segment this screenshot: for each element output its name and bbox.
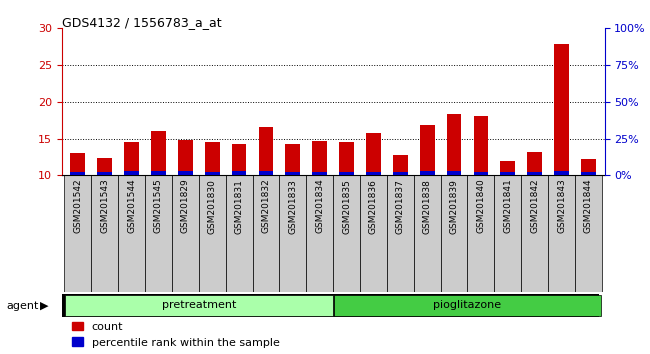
Bar	[420, 125, 435, 175]
Text: pretreatment: pretreatment	[162, 300, 236, 310]
Text: GSM201544: GSM201544	[127, 179, 136, 233]
FancyBboxPatch shape	[467, 175, 495, 292]
Text: GSM201835: GSM201835	[342, 179, 351, 234]
Bar	[312, 142, 327, 175]
FancyBboxPatch shape	[199, 175, 226, 292]
FancyBboxPatch shape	[65, 295, 333, 316]
Bar	[366, 172, 381, 175]
FancyBboxPatch shape	[252, 175, 280, 292]
Bar	[178, 171, 193, 175]
FancyBboxPatch shape	[172, 175, 199, 292]
Text: GSM201836: GSM201836	[369, 179, 378, 234]
Bar	[581, 159, 596, 175]
Bar	[151, 131, 166, 175]
Text: GSM201833: GSM201833	[289, 179, 297, 234]
Bar	[447, 171, 461, 175]
Bar	[393, 155, 408, 175]
Bar	[339, 142, 354, 175]
Text: GSM201542: GSM201542	[73, 179, 83, 233]
FancyBboxPatch shape	[441, 175, 467, 292]
Bar	[285, 172, 300, 175]
Bar	[554, 45, 569, 175]
Bar	[581, 172, 596, 175]
Text: GSM201829: GSM201829	[181, 179, 190, 234]
Text: GSM201832: GSM201832	[261, 179, 270, 234]
Bar	[70, 172, 85, 175]
Bar	[473, 116, 488, 175]
FancyBboxPatch shape	[387, 175, 414, 292]
Bar	[259, 127, 274, 175]
Bar	[420, 171, 435, 175]
Bar	[231, 144, 246, 175]
Bar	[231, 171, 246, 175]
FancyBboxPatch shape	[495, 175, 521, 292]
Text: GSM201545: GSM201545	[154, 179, 163, 234]
Bar	[151, 171, 166, 175]
Text: GDS4132 / 1556783_a_at: GDS4132 / 1556783_a_at	[62, 16, 222, 29]
Text: ▶: ▶	[40, 301, 49, 310]
Bar	[312, 172, 327, 175]
Bar	[527, 152, 542, 175]
FancyBboxPatch shape	[521, 175, 548, 292]
Bar	[205, 142, 220, 175]
Bar	[124, 171, 139, 175]
Text: GSM201842: GSM201842	[530, 179, 539, 233]
Text: GSM201840: GSM201840	[476, 179, 486, 234]
Text: GSM201838: GSM201838	[422, 179, 432, 234]
Bar	[178, 140, 193, 175]
Legend: count, percentile rank within the sample: count, percentile rank within the sample	[68, 317, 284, 352]
Text: agent: agent	[6, 301, 39, 310]
FancyBboxPatch shape	[62, 294, 599, 317]
Bar	[205, 172, 220, 175]
FancyBboxPatch shape	[226, 175, 252, 292]
FancyBboxPatch shape	[280, 175, 306, 292]
FancyBboxPatch shape	[548, 175, 575, 292]
Bar	[473, 172, 488, 175]
Text: GSM201844: GSM201844	[584, 179, 593, 233]
Bar	[124, 142, 139, 175]
Bar	[500, 172, 515, 175]
Bar	[500, 161, 515, 175]
FancyBboxPatch shape	[64, 175, 91, 292]
FancyBboxPatch shape	[360, 175, 387, 292]
Bar	[447, 114, 461, 175]
Bar	[393, 172, 408, 175]
Bar	[98, 172, 112, 175]
Bar	[554, 171, 569, 175]
Bar	[285, 144, 300, 175]
Text: pioglitazone: pioglitazone	[434, 300, 502, 310]
Text: GSM201841: GSM201841	[503, 179, 512, 234]
Bar	[70, 153, 85, 175]
Text: GSM201837: GSM201837	[396, 179, 405, 234]
Text: GSM201831: GSM201831	[235, 179, 244, 234]
FancyBboxPatch shape	[333, 175, 360, 292]
Bar	[339, 172, 354, 175]
FancyBboxPatch shape	[145, 175, 172, 292]
Bar	[527, 172, 542, 175]
FancyBboxPatch shape	[575, 175, 602, 292]
FancyBboxPatch shape	[91, 175, 118, 292]
FancyBboxPatch shape	[333, 295, 601, 316]
Text: GSM201834: GSM201834	[315, 179, 324, 234]
Text: GSM201839: GSM201839	[450, 179, 458, 234]
Bar	[259, 171, 274, 175]
FancyBboxPatch shape	[414, 175, 441, 292]
Bar	[366, 133, 381, 175]
Text: GSM201830: GSM201830	[208, 179, 216, 234]
FancyBboxPatch shape	[118, 175, 145, 292]
FancyBboxPatch shape	[306, 175, 333, 292]
Text: GSM201543: GSM201543	[100, 179, 109, 234]
Text: GSM201843: GSM201843	[557, 179, 566, 234]
Bar	[98, 158, 112, 175]
